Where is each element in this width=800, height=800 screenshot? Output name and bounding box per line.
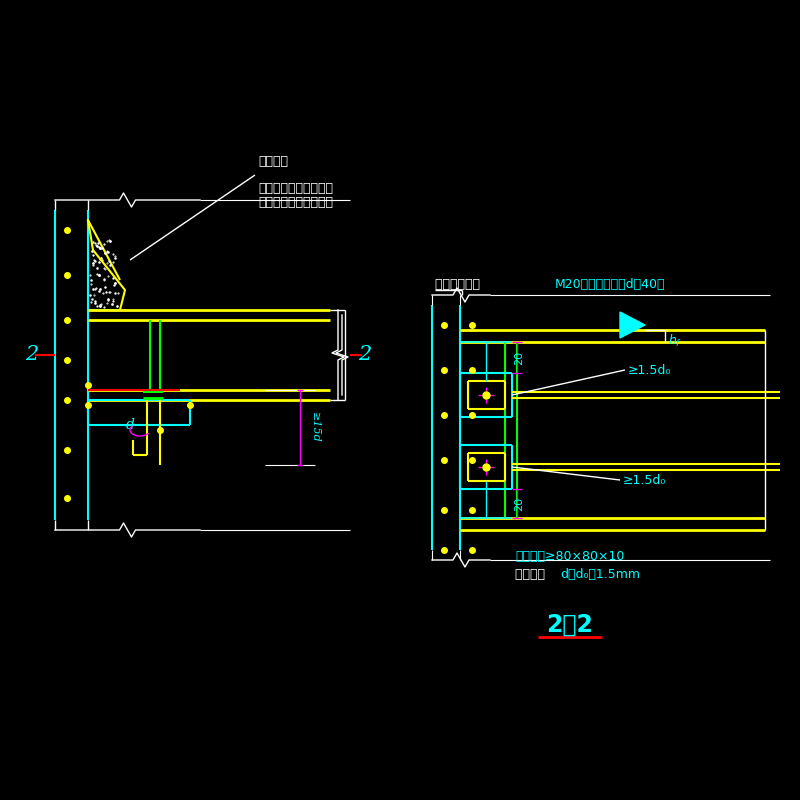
Text: d: d <box>126 418 134 432</box>
Text: 误后用细石混凝土灌实: 误后用细石混凝土灌实 <box>258 196 333 209</box>
Text: 锚栓不得小于: 锚栓不得小于 <box>435 278 484 291</box>
Text: 2: 2 <box>358 346 372 365</box>
Text: 2: 2 <box>26 346 38 365</box>
Text: 2－2: 2－2 <box>546 613 594 637</box>
Text: 20: 20 <box>514 497 524 510</box>
Text: ≥1.5d₀: ≥1.5d₀ <box>623 474 666 486</box>
Text: M20（梁翼缘开孔d＝40）: M20（梁翼缘开孔d＝40） <box>555 278 666 291</box>
Text: 待钢梁安装完毕校正无: 待钢梁安装完毕校正无 <box>258 182 333 195</box>
Text: 预留凹槽: 预留凹槽 <box>258 155 288 168</box>
Text: ≥15d: ≥15d <box>310 412 320 443</box>
Text: d＝d₀＋1.5mm: d＝d₀＋1.5mm <box>560 568 640 581</box>
Polygon shape <box>620 312 645 338</box>
Text: 垫板孔径: 垫板孔径 <box>515 568 553 581</box>
Text: 20: 20 <box>514 350 524 365</box>
Text: $h_f$: $h_f$ <box>668 333 682 349</box>
Text: 垫板尺寸≥80×80×10: 垫板尺寸≥80×80×10 <box>515 550 624 563</box>
Text: ≥1.5d₀: ≥1.5d₀ <box>628 363 671 377</box>
